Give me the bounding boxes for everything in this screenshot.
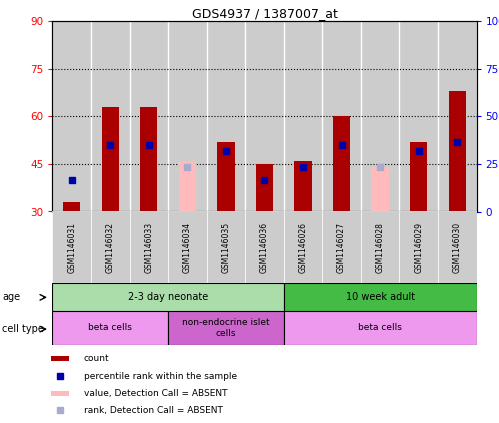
Bar [168,311,284,345]
Bar [333,116,350,212]
Text: age: age [2,292,20,302]
Bar [245,21,284,212]
Bar [256,164,273,212]
Bar [438,21,477,212]
Bar [207,21,245,212]
Bar [140,107,158,212]
Text: beta cells: beta cells [358,323,402,332]
Title: GDS4937 / 1387007_at: GDS4937 / 1387007_at [192,7,337,20]
Text: count: count [84,354,109,363]
Bar [284,21,322,212]
Bar [245,212,284,283]
Text: GSM1146033: GSM1146033 [144,222,153,273]
Bar [51,357,69,361]
Bar [91,212,130,283]
Bar [130,212,168,283]
Bar [399,212,438,283]
Text: GSM1146034: GSM1146034 [183,222,192,273]
Bar [371,167,389,212]
Bar [284,311,477,345]
Text: rank, Detection Call = ABSENT: rank, Detection Call = ABSENT [84,406,223,415]
Bar [284,283,477,311]
Bar [410,142,427,212]
Text: cell type: cell type [2,324,44,334]
Text: value, Detection Call = ABSENT: value, Detection Call = ABSENT [84,389,227,398]
Text: GSM1146026: GSM1146026 [298,222,307,273]
Bar [51,391,69,396]
Bar [52,283,284,311]
Bar [361,21,399,212]
Bar [322,21,361,212]
Bar [294,161,312,212]
Bar [168,212,207,283]
Bar [52,21,91,212]
Bar [52,311,168,345]
Text: beta cells: beta cells [88,323,132,332]
Text: GSM1146030: GSM1146030 [453,222,462,273]
Text: GSM1146032: GSM1146032 [106,222,115,273]
Bar [217,142,235,212]
Bar [438,212,477,283]
Bar [284,212,322,283]
Text: GSM1146035: GSM1146035 [222,222,231,273]
Bar [361,212,399,283]
Text: GSM1146028: GSM1146028 [376,222,385,273]
Bar [130,21,168,212]
Text: non-endocrine islet
cells: non-endocrine islet cells [182,318,270,338]
Text: GSM1146027: GSM1146027 [337,222,346,273]
Bar [63,202,80,212]
Bar [399,21,438,212]
Bar [322,212,361,283]
Bar [168,21,207,212]
Text: GSM1146031: GSM1146031 [67,222,76,273]
Bar [207,212,245,283]
Text: 2-3 day neonate: 2-3 day neonate [128,292,208,302]
Bar [52,212,91,283]
Bar [449,91,466,212]
Bar [179,161,196,212]
Text: 10 week adult: 10 week adult [346,292,415,302]
Text: percentile rank within the sample: percentile rank within the sample [84,371,237,381]
Text: GSM1146036: GSM1146036 [260,222,269,273]
Bar [91,21,130,212]
Text: GSM1146029: GSM1146029 [414,222,423,273]
Bar [102,107,119,212]
